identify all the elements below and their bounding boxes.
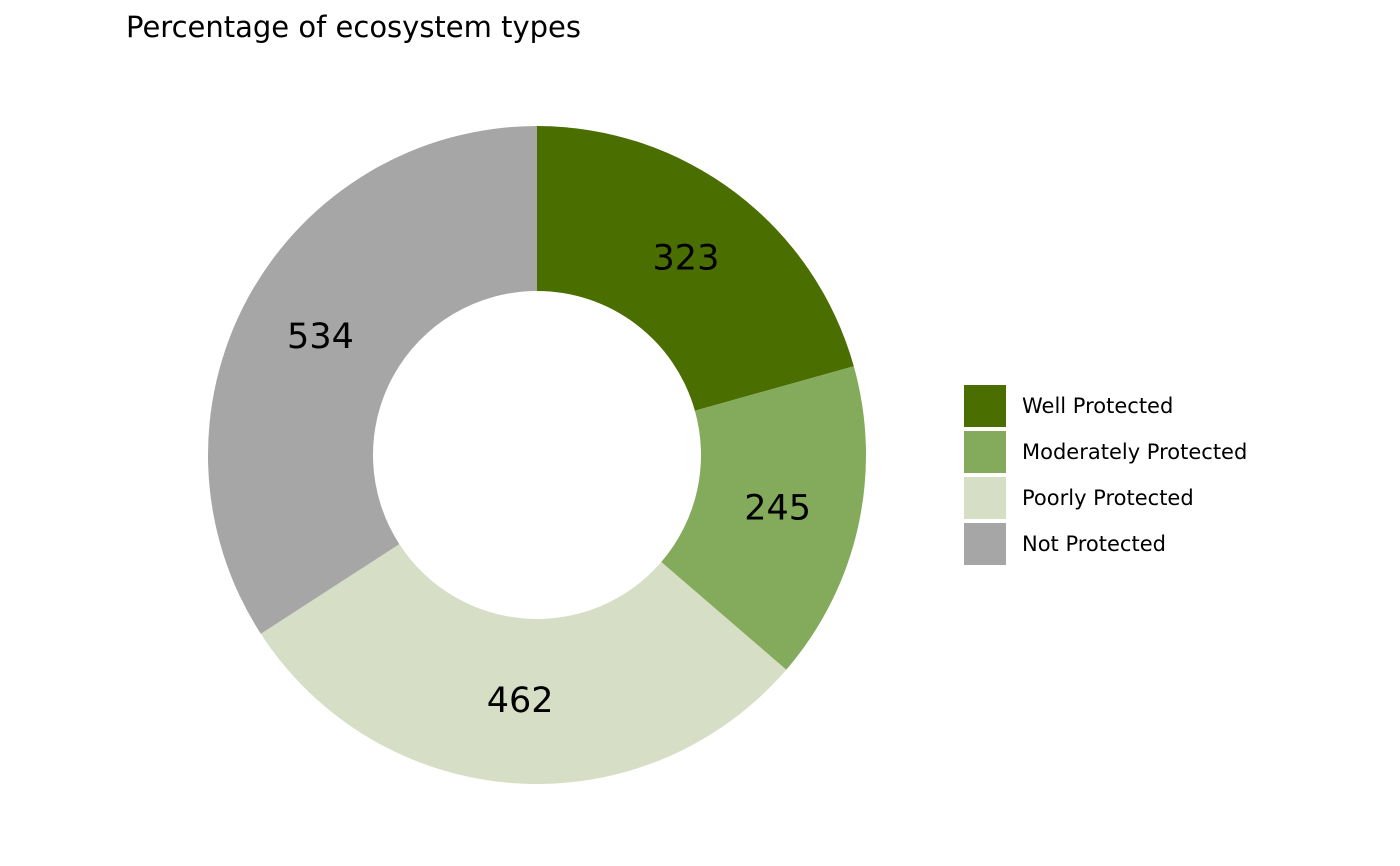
- chart-title: Percentage of ecosystem types: [126, 10, 581, 44]
- legend-label-moderately-protected: Moderately Protected: [1022, 440, 1247, 464]
- legend-swatch-poorly-protected: [964, 477, 1006, 519]
- slice-value-label-poorly-protected: 462: [487, 681, 554, 721]
- slice-value-label-not-protected: 534: [287, 317, 354, 357]
- slice-poorly-protected: [260, 544, 787, 784]
- slice-not-protected: [207, 125, 537, 634]
- slice-value-label-well-protected: 323: [653, 239, 720, 279]
- legend-label-poorly-protected: Poorly Protected: [1022, 486, 1194, 510]
- slice-value-label-moderately-protected: 245: [744, 489, 811, 529]
- donut-slice-labels: 323 245 462 534: [287, 239, 811, 721]
- slice-well-protected: [537, 126, 854, 411]
- legend-swatch-well-protected: [964, 385, 1006, 427]
- legend-swatch-not-protected: [964, 523, 1006, 565]
- legend-swatch-moderately-protected: [964, 431, 1006, 473]
- donut-slices: [207, 125, 866, 784]
- legend-label-not-protected: Not Protected: [1022, 532, 1166, 556]
- legend: Well Protected Moderately Protected Poorly…: [964, 385, 1247, 565]
- slice-moderately-protected: [661, 366, 866, 670]
- legend-label-well-protected: Well Protected: [1022, 394, 1173, 418]
